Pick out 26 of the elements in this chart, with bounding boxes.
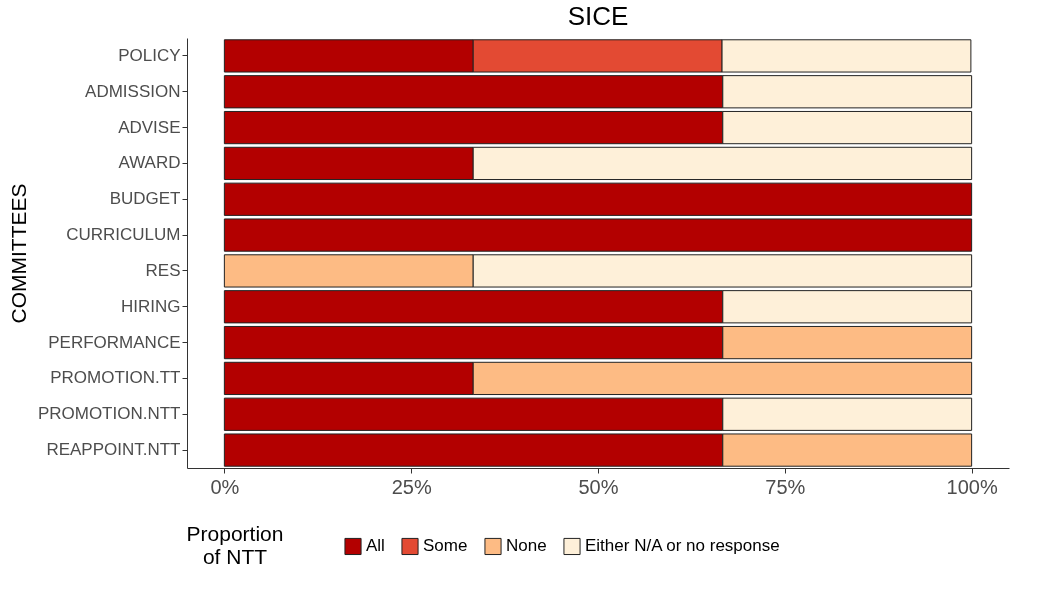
y-tick-label: CURRICULUM (66, 225, 181, 245)
y-tick-label: POLICY (118, 45, 181, 65)
bar (223, 182, 973, 216)
x-tick-label: 0% (210, 475, 240, 498)
y-tick-label: PERFORMANCE (48, 332, 181, 352)
y-tick-label: PROMOTION.NTT (37, 404, 181, 424)
chart-title: SICE (567, 1, 629, 31)
legend-label: Some (423, 536, 468, 556)
x-tick-label: 25% (391, 475, 432, 498)
y-tick-label: HIRING (121, 296, 181, 316)
legend-label: All (366, 536, 385, 556)
y-tick-label: BUDGET (109, 189, 181, 209)
x-tick-label: 100% (946, 475, 998, 498)
x-tick-label: 75% (765, 475, 806, 498)
y-tick-label: ADMISSION (85, 81, 181, 101)
y-tick-label: PROMOTION.TT (50, 368, 181, 388)
y-tick-label: AWARD (118, 153, 181, 173)
legend-title: Proportion of NTT (186, 522, 284, 568)
y-axis-title: COMMITTEES (6, 183, 30, 324)
x-tick-label: 50% (578, 475, 619, 498)
legend-label: None (506, 536, 547, 556)
y-tick-label: RES (145, 260, 181, 280)
y-tick-label: ADVISE (118, 117, 181, 137)
bar (223, 218, 973, 252)
legend-label: Either N/A or no response (585, 536, 780, 556)
y-tick-label: REAPPOINT.NTT (46, 440, 181, 460)
